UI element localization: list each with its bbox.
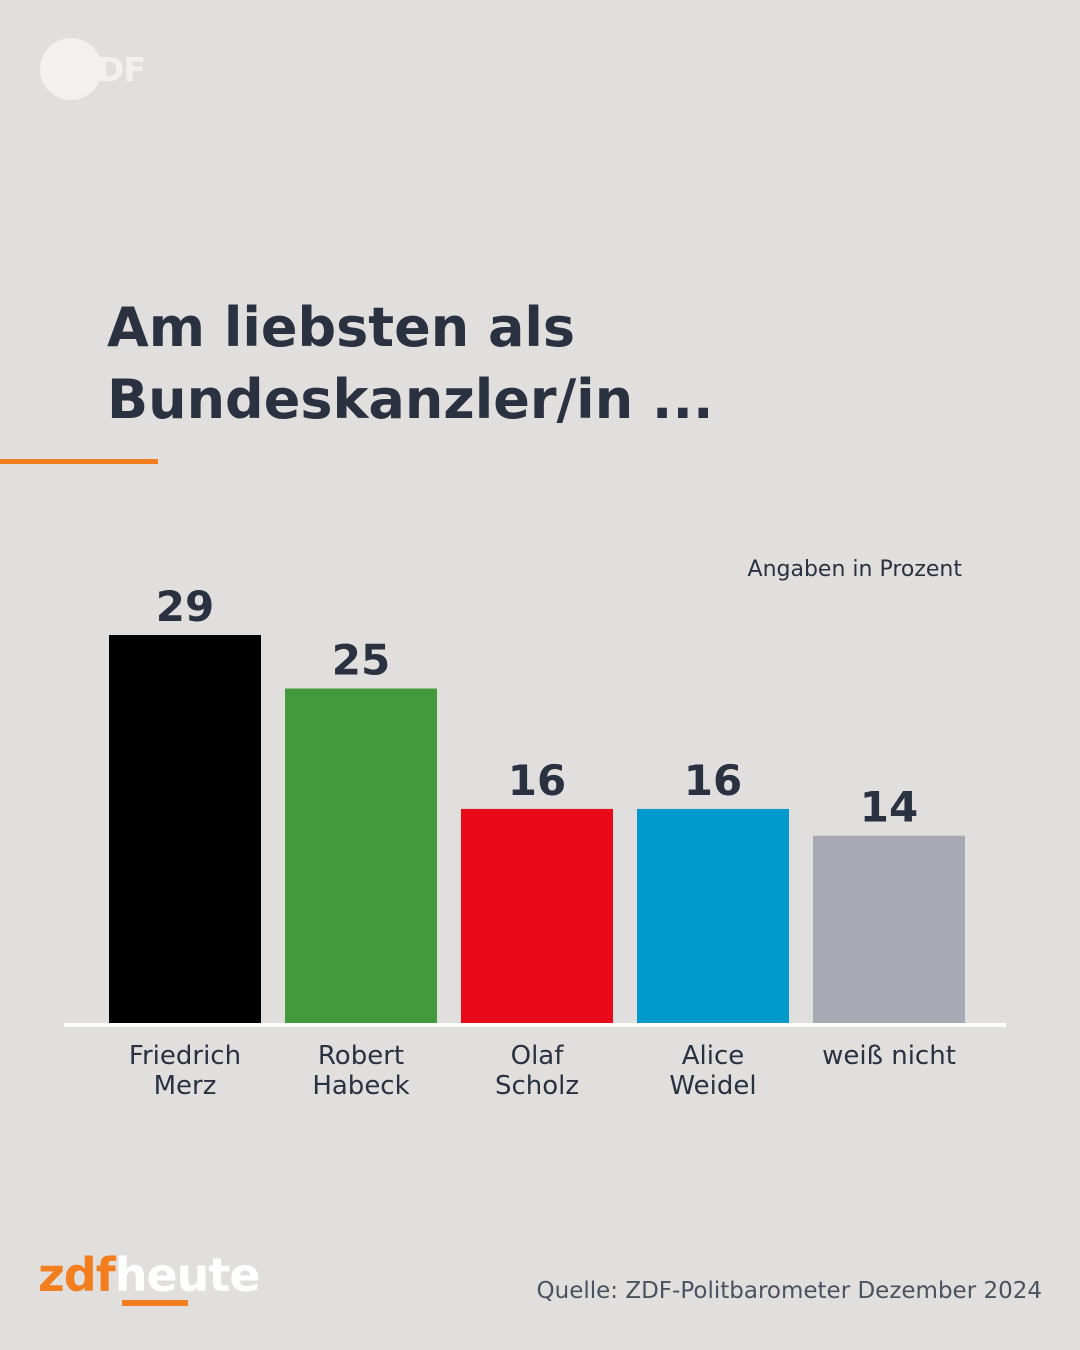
value-label-3: 16 [684,756,742,805]
bar-2 [461,808,613,1023]
page-title: Am liebsten als Bundeskanzler/in ... [107,292,1007,436]
zdf-logo-text: ZDF [74,50,146,89]
zdfheute-logo: zdfheute [38,1252,261,1306]
accent-divider [0,459,158,464]
brand-heute: heute [114,1248,261,1302]
zdf-logo-circle [40,38,102,100]
category-label-3-1: Weidel [669,1071,756,1101]
brand-underbar [122,1300,188,1306]
zdf-logo: ZDF [40,38,160,102]
category-label-3-0: Alice [682,1041,745,1071]
title-line-1: Am liebsten als [107,296,576,359]
bar-4 [813,835,965,1023]
unit-note: Angaben in Prozent [747,557,962,582]
value-label-0: 29 [156,582,214,631]
category-label-4-0: weiß nicht [822,1041,956,1071]
category-label-0-0: Friedrich [129,1041,241,1071]
bar-0 [109,635,261,1023]
value-label-1: 25 [332,636,390,685]
value-label-4: 14 [860,783,918,832]
category-label-0-1: Merz [154,1071,217,1101]
bar-3 [637,808,789,1023]
brand-zdf: zdf [38,1248,116,1302]
value-label-2: 16 [508,756,566,805]
category-label-1-1: Habeck [312,1071,409,1101]
source-note: Quelle: ZDF-Politbarometer Dezember 2024 [536,1278,1042,1304]
bars-group [109,635,965,1023]
value-labels-group: 29 25 16 16 14 [156,582,918,832]
category-label-1-0: Robert [318,1041,404,1071]
title-line-2: Bundeskanzler/in ... [107,368,714,431]
bar-1 [285,688,437,1023]
category-label-2-1: Scholz [495,1071,579,1101]
category-label-2-0: Olaf [511,1041,565,1071]
